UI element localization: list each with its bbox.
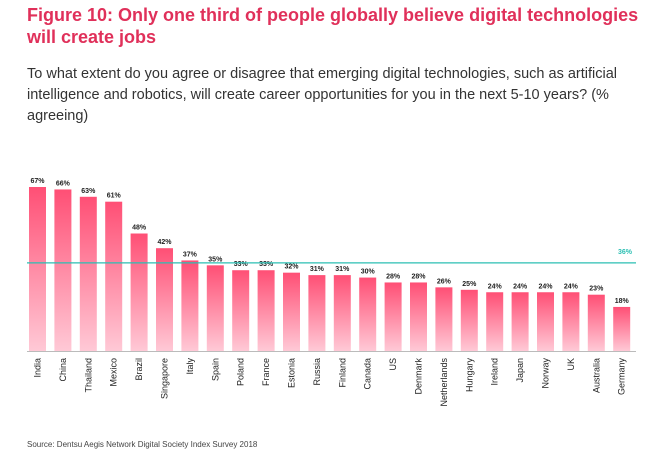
bar-value-label: 37% xyxy=(183,251,198,258)
category-label: UK xyxy=(566,358,576,371)
category-label: India xyxy=(33,358,43,378)
category-label: Ireland xyxy=(490,358,500,386)
bar-value-label: 32% xyxy=(284,264,299,271)
bar-value-label: 26% xyxy=(437,278,452,285)
category-label: Hungary xyxy=(464,358,474,393)
bar xyxy=(460,289,478,351)
category-label: Norway xyxy=(541,358,551,389)
bar xyxy=(511,292,529,351)
bar xyxy=(410,282,427,351)
bar-value-label: 66% xyxy=(56,180,71,187)
bar xyxy=(486,292,504,351)
category-label: Singapore xyxy=(160,358,170,399)
category-label: Poland xyxy=(236,358,246,386)
bar xyxy=(206,265,224,351)
bar-value-label: 42% xyxy=(157,239,172,246)
bar xyxy=(308,275,326,351)
bar-value-label: 35% xyxy=(208,256,223,263)
category-label: Canada xyxy=(363,358,373,390)
category-label: Australia xyxy=(591,358,601,393)
bar xyxy=(537,292,554,351)
bar-value-label: 24% xyxy=(488,283,503,290)
bar-value-label: 28% xyxy=(411,273,426,280)
average-line-label: 36% xyxy=(618,249,633,256)
bar xyxy=(435,287,453,351)
bar-value-label: 28% xyxy=(386,273,401,280)
bar xyxy=(156,248,173,351)
category-label: Brazil xyxy=(134,358,144,381)
source-note: Source: Dentsu Aegis Network Digital Soc… xyxy=(27,440,258,449)
category-label: Russia xyxy=(312,358,322,386)
category-label: Finland xyxy=(337,358,347,388)
bar xyxy=(29,187,46,351)
bar xyxy=(54,189,72,351)
category-label: Japan xyxy=(515,358,525,383)
bar-value-label: 31% xyxy=(335,266,350,273)
chart-title: Figure 10: Only one third of people glob… xyxy=(27,5,639,47)
category-label: Denmark xyxy=(414,358,424,395)
category-label: Italy xyxy=(185,358,195,375)
bar-value-label: 24% xyxy=(538,283,553,290)
category-label: Mexico xyxy=(109,358,119,387)
bar-value-label: 61% xyxy=(107,193,122,200)
bar-value-label: 63% xyxy=(81,188,96,195)
bar-value-label: 23% xyxy=(589,286,604,293)
bar xyxy=(257,270,275,351)
bar xyxy=(562,292,580,351)
category-label: Estonia xyxy=(287,358,297,388)
bar xyxy=(181,260,199,351)
chart-subtitle: To what extent do you agree or disagree … xyxy=(27,66,618,124)
bar-value-label: 24% xyxy=(564,283,579,290)
bar-value-label: 30% xyxy=(361,269,376,276)
bar-value-label: 31% xyxy=(310,266,325,273)
bar-value-label: 24% xyxy=(513,283,528,290)
category-label: Spain xyxy=(210,358,220,381)
bar-value-label: 33% xyxy=(234,261,249,268)
bar xyxy=(384,282,402,351)
bar xyxy=(79,196,97,351)
bar-value-label: 33% xyxy=(259,261,274,268)
bar xyxy=(333,275,351,351)
bar-value-label: 25% xyxy=(462,281,477,288)
bar-value-label: 48% xyxy=(132,225,147,232)
bar xyxy=(613,306,631,351)
bar xyxy=(283,272,300,351)
category-label: China xyxy=(58,358,68,382)
bar-value-label: 67% xyxy=(30,178,45,185)
category-label: Thailand xyxy=(83,358,93,393)
bar xyxy=(105,201,123,351)
category-label: Germany xyxy=(617,358,627,396)
category-label: France xyxy=(261,358,271,386)
bar xyxy=(359,277,377,351)
category-label: US xyxy=(388,358,398,371)
bar xyxy=(587,294,605,351)
category-label: Netherlands xyxy=(439,358,449,407)
bar xyxy=(232,270,250,351)
bar-value-label: 18% xyxy=(615,298,630,305)
bar xyxy=(130,233,148,351)
